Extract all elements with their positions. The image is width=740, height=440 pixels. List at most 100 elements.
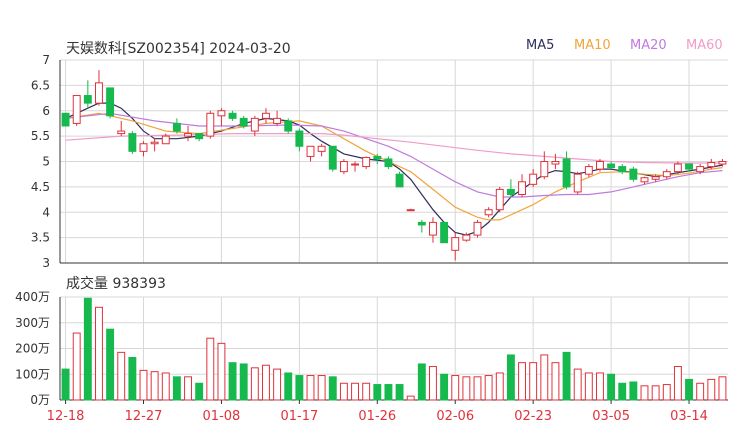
candle-body [573, 173, 582, 193]
volume-bar [540, 354, 549, 401]
volume-bar [607, 373, 616, 401]
candle-body [662, 171, 671, 178]
candle-body [462, 234, 471, 241]
volume-bar [518, 362, 526, 401]
candle-body [362, 156, 371, 168]
candle-body [406, 209, 415, 212]
volume-bar [673, 366, 682, 401]
x-tick-label: 01-17 [280, 409, 318, 424]
x-tick-label: 01-26 [358, 409, 396, 424]
candle-body [696, 166, 705, 173]
volume-bar [629, 381, 638, 401]
candle-body [262, 112, 270, 119]
volume-bars [61, 297, 727, 401]
price-tick-label: 5 [42, 155, 50, 169]
volume-bar [529, 362, 538, 401]
axis-labels: 7 6.5 6 5.5 5 4.5 4 3.5 3 400万 300万 200万 100万 0万 12-18… [15, 53, 708, 424]
price-frame [59, 60, 728, 264]
candle-body [596, 161, 604, 170]
candle-body [495, 188, 504, 211]
candle-body [250, 117, 259, 132]
volume-bar [551, 362, 560, 401]
volume-bar [217, 342, 226, 401]
volume-bar [584, 372, 593, 401]
ma-line-ma60 [65, 133, 723, 164]
candle-body [473, 221, 482, 236]
candle-body [328, 145, 337, 170]
volume-bar [440, 373, 449, 401]
x-tick-label: 03-14 [670, 409, 708, 424]
candle-body [284, 120, 293, 132]
volume-bar [328, 376, 337, 401]
volume-bar [429, 366, 437, 401]
volume-tick-label: 400万 [15, 290, 50, 304]
candle-body [351, 163, 359, 166]
candle-body [239, 117, 248, 127]
volume-bar [373, 384, 382, 401]
volume-bar [362, 382, 371, 401]
legend-ma5: MA5 [526, 38, 555, 53]
volume-bar [618, 382, 627, 401]
volume-bar [662, 384, 671, 401]
price-grid [60, 59, 728, 264]
candle-body [273, 117, 282, 124]
candle-body [718, 161, 727, 165]
volume-bar [139, 369, 148, 401]
candle-body [206, 112, 215, 137]
candle-body [395, 173, 404, 188]
candle-body [707, 162, 716, 168]
volume-bar [61, 368, 70, 401]
volume-bar [150, 371, 159, 401]
x-tick-label: 01-08 [203, 409, 241, 424]
candle-body [373, 155, 382, 160]
candle-body [295, 130, 304, 147]
candle-body [217, 110, 226, 117]
price-tick-label: 6 [42, 104, 50, 118]
candle-body [640, 177, 649, 183]
candle-body [195, 133, 204, 140]
volume-bar [295, 375, 304, 401]
candle-body [95, 82, 103, 104]
candle-body [317, 145, 326, 152]
ma-legend: MA5 MA10 MA20 MA60 [0, 38, 740, 56]
price-tick-label: 6.5 [31, 78, 50, 92]
candle-body [161, 135, 170, 145]
volume-bar [395, 384, 404, 401]
candlesticks [61, 70, 727, 261]
candle-body [339, 161, 348, 173]
volume-bar [484, 375, 493, 401]
x-tick-label: 02-23 [514, 409, 552, 424]
volume-bar [596, 372, 604, 401]
price-tick-label: 7 [42, 53, 50, 67]
volume-bar [384, 384, 393, 401]
candle-body [685, 163, 693, 170]
volume-bar [506, 354, 515, 401]
volume-bar [462, 376, 471, 401]
ma-line-ma20 [65, 112, 723, 198]
x-tick-label: 02-06 [436, 409, 474, 424]
volume-bar [573, 368, 582, 401]
volume-bar [228, 362, 237, 401]
x-tick-label: 03-05 [592, 409, 630, 424]
volume-bar [351, 382, 359, 401]
candle-body [72, 95, 81, 124]
candle-body [228, 112, 237, 119]
volume-title: 成交量 938393 [66, 276, 166, 292]
volume-tick-label: 100万 [15, 367, 50, 381]
x-tick-label: 12-18 [47, 409, 85, 424]
volume-bar [317, 375, 326, 401]
legend-ma10: MA10 [574, 38, 611, 53]
candle-body [61, 112, 70, 127]
candle-body [551, 161, 560, 165]
volume-bar [718, 376, 727, 401]
candle-body [629, 168, 638, 180]
volume-bar [495, 372, 504, 401]
volume-bar [184, 376, 192, 401]
volume-bar [195, 382, 204, 401]
candle-body [106, 87, 115, 117]
volume-bar [273, 368, 282, 401]
price-tick-label: 4.5 [31, 180, 50, 194]
candle-body [529, 173, 538, 185]
price-tick-label: 3.5 [31, 231, 50, 245]
